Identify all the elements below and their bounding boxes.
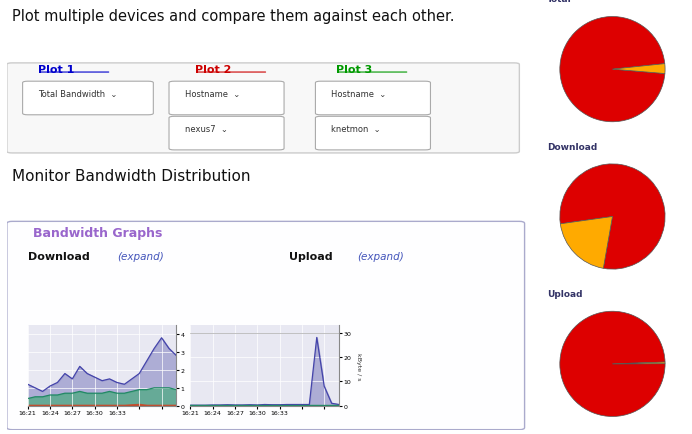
Wedge shape (561, 217, 612, 269)
Text: Plot 1: Plot 1 (38, 65, 75, 75)
Text: Hostname  ⌄: Hostname ⌄ (331, 90, 386, 99)
Wedge shape (612, 65, 665, 74)
Y-axis label: kByte / s: kByte / s (356, 352, 361, 379)
Text: Upload: Upload (547, 289, 582, 299)
FancyBboxPatch shape (169, 117, 284, 151)
FancyBboxPatch shape (23, 82, 154, 115)
Text: Plot multiple devices and compare them against each other.: Plot multiple devices and compare them a… (12, 9, 455, 24)
Y-axis label: kByte / s: kByte / s (190, 352, 194, 379)
Text: Download: Download (28, 251, 89, 261)
Text: (expand): (expand) (357, 251, 404, 261)
Text: knetmon  ⌄: knetmon ⌄ (331, 125, 381, 134)
Text: Total Bandwidth  ⌄: Total Bandwidth ⌄ (38, 90, 118, 99)
FancyBboxPatch shape (316, 82, 430, 115)
Text: Hostname  ⌄: Hostname ⌄ (185, 90, 240, 99)
FancyBboxPatch shape (316, 117, 430, 151)
Text: nexus7  ⌄: nexus7 ⌄ (185, 125, 228, 134)
Text: (expand): (expand) (117, 251, 163, 261)
Wedge shape (612, 362, 665, 364)
Text: Plot 3: Plot 3 (336, 65, 372, 75)
Text: Upload: Upload (289, 251, 333, 261)
Text: Download: Download (547, 142, 597, 151)
Text: Total: Total (547, 0, 572, 4)
FancyBboxPatch shape (7, 64, 520, 154)
FancyBboxPatch shape (7, 222, 525, 430)
FancyBboxPatch shape (169, 82, 284, 115)
Wedge shape (560, 17, 665, 122)
Text: Bandwidth Graphs: Bandwidth Graphs (33, 226, 163, 239)
Text: Monitor Bandwidth Distribution: Monitor Bandwidth Distribution (12, 168, 251, 184)
Text: Plot 2: Plot 2 (195, 65, 232, 75)
Wedge shape (560, 164, 665, 270)
Wedge shape (560, 312, 665, 417)
